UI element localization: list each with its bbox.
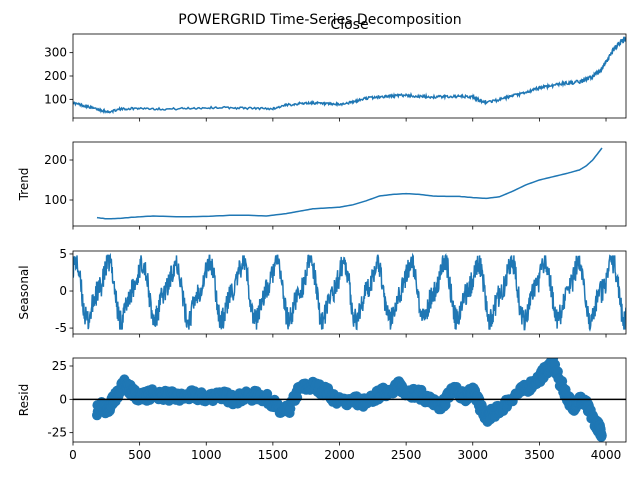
resid-point — [292, 392, 303, 403]
resid-ytick-label: -25 — [47, 426, 67, 440]
observed-series-line — [73, 36, 626, 115]
seasonal-data — [73, 252, 626, 332]
resid-point — [596, 430, 607, 441]
seasonal-series-line — [73, 252, 626, 332]
resid-axes-frame — [72, 357, 627, 443]
observed-ytick-label: 100 — [44, 92, 67, 106]
panel-trend: 100 200 Trend — [17, 141, 627, 230]
resid-data — [92, 358, 607, 442]
xtick-label: 3000 — [457, 448, 488, 462]
trend-ylabel: Trend — [17, 168, 31, 202]
xtick-label: 2000 — [324, 448, 355, 462]
figure-title: POWERGRID Time-Series Decomposition — [178, 12, 461, 28]
seasonal-ytick-label: -5 — [55, 321, 67, 335]
observed-axes-frame — [72, 33, 627, 119]
resid-ytick-label: 25 — [52, 359, 67, 373]
xtick-label: 1000 — [191, 448, 222, 462]
seasonal-axes-frame — [72, 250, 627, 335]
trend-series-line — [96, 147, 603, 220]
xtick-label: 0 — [69, 448, 77, 462]
resid-point — [552, 366, 563, 377]
observed-data — [73, 36, 626, 115]
seasonal-ytick-label: 5 — [59, 247, 67, 261]
xtick-label: 500 — [128, 448, 151, 462]
trend-axes-frame — [72, 141, 627, 227]
xtick-label: 3500 — [524, 448, 555, 462]
xtick-label: 2500 — [391, 448, 422, 462]
seasonal-ylabel: Seasonal — [17, 265, 31, 319]
panel-observed: 100 200 300 Close — [44, 17, 627, 122]
observed-ytick-label: 200 — [44, 69, 67, 83]
xtick-label: 4000 — [591, 448, 622, 462]
observed-ytick-label: 300 — [44, 46, 67, 60]
xtick-label: 1500 — [258, 448, 289, 462]
observed-title: Close — [330, 17, 368, 33]
panel-seasonal: -5 0 5 Seasonal — [17, 247, 627, 338]
resid-ytick-label: 0 — [59, 392, 67, 406]
trend-ytick-label: 100 — [44, 193, 67, 207]
resid-ylabel: Resid — [17, 384, 31, 416]
seasonal-ytick-label: 0 — [59, 284, 67, 298]
trend-ytick-label: 200 — [44, 153, 67, 167]
panels-group: 100 200 300 Close 100 200 Trend -5 0 5 Seasonal -25… — [17, 17, 627, 462]
trend-data — [96, 147, 603, 220]
